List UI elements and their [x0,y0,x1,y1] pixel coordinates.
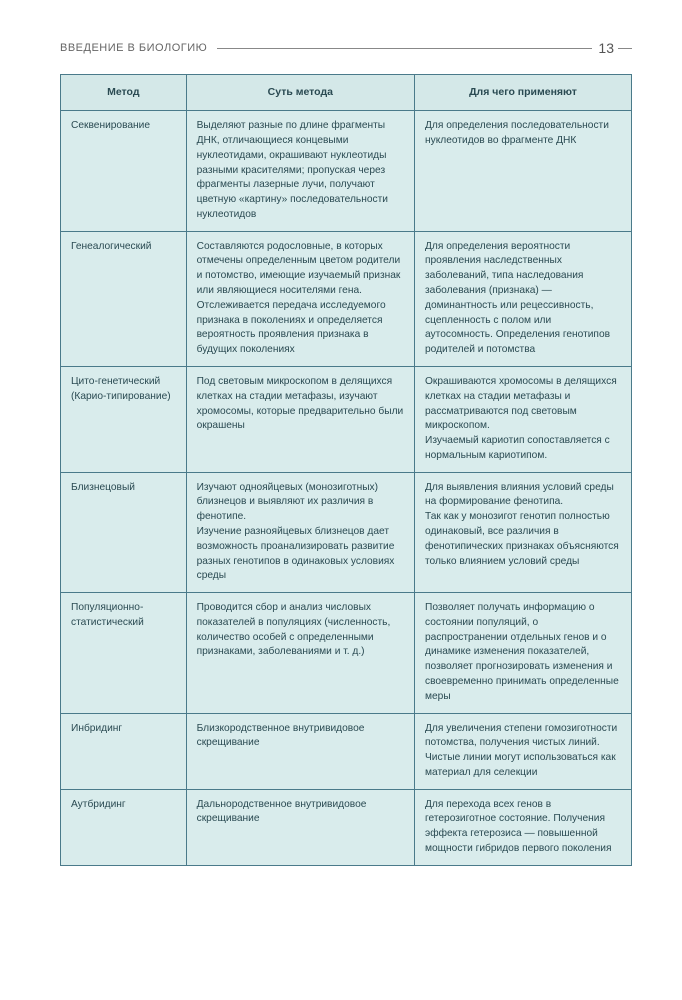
table-row: Аутбридинг Дальнородственное внутривидов… [61,789,632,865]
table-row: Секвенирование Выделяют разные по длине … [61,111,632,231]
cell-method: Секвенирование [61,111,187,231]
page-container: ВВЕДЕНИЕ В БИОЛОГИЮ 13 Метод Суть метода… [0,0,682,896]
cell-purpose: Для выявления влияния условий среды на ф… [415,472,632,592]
col-header-essence: Суть метода [186,75,414,111]
cell-purpose: Позволяет получать информацию о состояни… [415,593,632,713]
table-row: Инбридинг Близкородственное внутривидово… [61,713,632,789]
methods-table: Метод Суть метода Для чего применяют Сек… [60,74,632,866]
cell-method: Цито-генетический (Карио-типирование) [61,366,187,472]
cell-purpose: Для определения последовательности нукле… [415,111,632,231]
chapter-title: ВВЕДЕНИЕ В БИОЛОГИЮ [60,42,207,54]
cell-essence: Выделяют разные по длине фрагменты ДНК, … [186,111,414,231]
cell-method: Близнецовый [61,472,187,592]
cell-method: Инбридинг [61,713,187,789]
page-number: 13 [598,40,614,56]
cell-essence: Изучают однояйцевых (монозиготных) близн… [186,472,414,592]
table-body: Секвенирование Выделяют разные по длине … [61,111,632,866]
cell-method: Генеалогический [61,231,187,366]
cell-essence: Близкородственное внутривидовое скрещива… [186,713,414,789]
header-rule [217,48,592,49]
table-row: Популяционно-статистический Проводится с… [61,593,632,713]
table-row: Генеалогический Составляются родословные… [61,231,632,366]
cell-essence: Проводится сбор и анализ числовых показа… [186,593,414,713]
table-row: Цито-генетический (Карио-типирование) По… [61,366,632,472]
header-rule-tail [618,48,632,49]
col-header-method: Метод [61,75,187,111]
table-header-row: Метод Суть метода Для чего применяют [61,75,632,111]
cell-purpose: Для определения вероятности проявления н… [415,231,632,366]
cell-essence: Под световым микроскопом в делящихся кле… [186,366,414,472]
cell-method: Аутбридинг [61,789,187,865]
col-header-purpose: Для чего применяют [415,75,632,111]
table-row: Близнецовый Изучают однояйцевых (монозиг… [61,472,632,592]
cell-purpose: Для перехода всех генов в гетерозиготное… [415,789,632,865]
cell-purpose: Окрашиваются хромосомы в делящихся клетк… [415,366,632,472]
cell-purpose: Для увеличения степени гомозиготности по… [415,713,632,789]
cell-essence: Дальнородственное внутривидовое скрещива… [186,789,414,865]
cell-method: Популяционно-статистический [61,593,187,713]
cell-essence: Составляются родословные, в которых отме… [186,231,414,366]
page-header: ВВЕДЕНИЕ В БИОЛОГИЮ 13 [60,40,632,56]
